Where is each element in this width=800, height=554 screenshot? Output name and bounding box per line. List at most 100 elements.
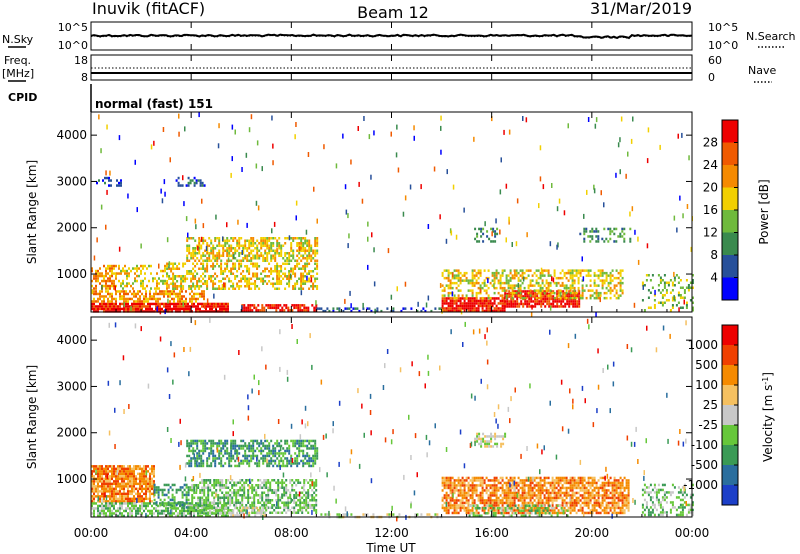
power-cell: [123, 307, 125, 311]
nsearch-line: [90, 34, 693, 40]
power-cell: [443, 294, 446, 297]
power-cell: [548, 305, 551, 308]
velocity-cell: [103, 500, 105, 503]
power-cell: [294, 237, 297, 240]
power-cell: [539, 145, 542, 151]
velocity-cell: [315, 489, 318, 492]
power-cell: [194, 270, 197, 273]
power-cell: [307, 309, 310, 312]
velocity-cell: [149, 490, 151, 493]
power-cell: [533, 271, 536, 275]
power-cell: [573, 289, 576, 292]
power-cell: [669, 309, 672, 312]
velocity-cell: [314, 452, 317, 455]
velocity-cell: [121, 465, 123, 468]
velocity-cell: [457, 499, 460, 502]
power-cell: [548, 292, 551, 296]
velocity-cell: [305, 501, 308, 504]
velocity-cell: [119, 475, 121, 478]
power-cell: [497, 309, 500, 313]
power-cell: [489, 309, 492, 313]
power-cell: [314, 262, 317, 265]
velocity-cell: [305, 506, 308, 509]
velocity-cell: [445, 506, 448, 510]
velocity-cell: [436, 513, 439, 516]
power-cell: [685, 304, 688, 307]
velocity-cell: [455, 511, 458, 515]
velocity-cell: [145, 465, 147, 468]
power-cell: [270, 270, 273, 273]
power-cell: [249, 309, 252, 312]
power-cell: [274, 270, 277, 273]
power-cell: [447, 279, 450, 282]
power-cell: [451, 291, 454, 297]
power-cell: [295, 200, 298, 206]
power-cell: [284, 262, 287, 265]
nave-tick-bottom: 0: [708, 71, 715, 84]
power-cell: [538, 203, 540, 209]
velocity-cell: [445, 486, 448, 490]
power-cell: [499, 281, 502, 285]
power-cell: [303, 304, 306, 307]
power-cell: [194, 277, 197, 280]
power-cell: [226, 265, 229, 268]
velocity-cell: [183, 512, 185, 515]
velocity-cell: [135, 500, 137, 503]
power-cell: [451, 304, 454, 308]
power-cell: [212, 254, 215, 257]
power-cell: [234, 257, 237, 260]
power-cell: [551, 276, 553, 282]
velocity-cell: [239, 489, 242, 492]
velocity-cell: [200, 462, 203, 465]
velocity-cell: [275, 506, 278, 509]
power-cell: [288, 257, 291, 260]
power-cell: [194, 287, 197, 290]
power-cell: [91, 267, 93, 270]
power-cell: [103, 279, 105, 283]
power-cell: [671, 296, 674, 299]
power-cell: [230, 259, 233, 262]
power-cell: [305, 309, 308, 312]
power-cell: [286, 257, 289, 260]
power-cell: [206, 282, 209, 285]
power-cell: [208, 275, 211, 278]
power-cell: [294, 275, 297, 278]
power-cell: [497, 307, 500, 310]
power-cell: [528, 290, 531, 293]
power-cell: [302, 280, 305, 283]
velocity-cell: [311, 494, 314, 497]
power-cell: [690, 246, 692, 252]
velocity-cell: [259, 501, 262, 504]
power-cell: [516, 300, 519, 303]
power-cell: [553, 281, 556, 285]
power-cell: [447, 291, 450, 295]
power-cell: [180, 277, 183, 280]
power-cell: [560, 302, 563, 306]
velocity-cell: [270, 449, 273, 453]
power-cell: [299, 309, 302, 312]
power-cell: [284, 242, 287, 245]
velocity-cell: [420, 513, 423, 516]
power-cell: [467, 297, 470, 300]
power-cell: [189, 310, 191, 313]
power-cell: [130, 306, 132, 311]
power-cell: [119, 305, 121, 308]
power-cell: [267, 304, 270, 307]
power-cell: [480, 230, 483, 233]
power-cell: [97, 272, 99, 275]
velocity-cell: [129, 467, 131, 471]
velocity-cell: [281, 511, 284, 514]
power-cell: [491, 284, 494, 287]
velocity-cell: [121, 502, 123, 505]
velocity-cell: [157, 509, 159, 513]
velocity-cell: [316, 452, 319, 455]
velocity-cell: [312, 459, 315, 463]
power-cell: [218, 285, 221, 288]
power-cell: [344, 184, 347, 190]
velocity-cell: [101, 492, 103, 496]
velocity-cell: [242, 444, 245, 448]
power-cell: [244, 265, 247, 268]
power-cell: [205, 305, 207, 308]
power-cell: [107, 290, 109, 293]
power-cell: [579, 274, 582, 277]
